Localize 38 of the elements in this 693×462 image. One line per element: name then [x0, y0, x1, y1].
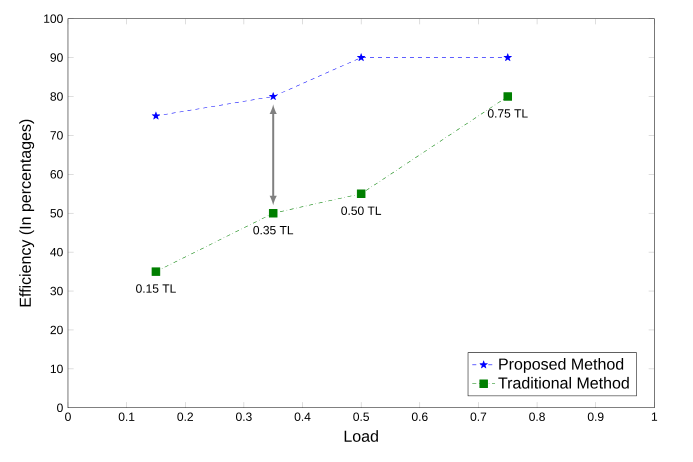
- x-axis-title: Load: [344, 430, 378, 442]
- point: [152, 267, 160, 276]
- y-tick-label: 20: [50, 326, 63, 334]
- y-tick-label: 70: [50, 130, 63, 140]
- annotation: 0.15 TL: [136, 284, 176, 293]
- y-tick-label: 40: [50, 248, 63, 256]
- x-tick-label: 0.2: [177, 412, 193, 421]
- y-tick-label: 100: [44, 14, 63, 23]
- point: [269, 92, 278, 100]
- x-tick-label: 0.6: [412, 412, 428, 421]
- annotation: 0.75 TL: [488, 108, 528, 118]
- y-tick-label: 30: [50, 286, 63, 296]
- x-tick-label: 0.1: [118, 412, 134, 421]
- y-tick-label: 60: [50, 170, 63, 178]
- x-tick-label: 0.4: [294, 412, 310, 421]
- point: [152, 111, 160, 120]
- annotation: 0.35 TL: [253, 226, 294, 234]
- y-axis-title: Efficiency (In percentages): [19, 120, 34, 306]
- point: [503, 92, 512, 101]
- point: [268, 208, 278, 218]
- y-tick-label: 10: [50, 364, 63, 373]
- point: [504, 53, 512, 61]
- x-tick-label: 0.8: [529, 412, 545, 421]
- legend-label: Proposed Method: [499, 358, 624, 373]
- y-tick-label: 0: [57, 403, 63, 412]
- y-tick-label: 90: [50, 53, 63, 62]
- x-tick-label: 0: [65, 412, 71, 421]
- point: [356, 189, 366, 198]
- legend-label: Traditional Method: [498, 376, 629, 388]
- x-tick-label: 0.7: [470, 412, 486, 421]
- x-tick-label: 0.9: [588, 412, 604, 421]
- annotation: 0.50 TL: [341, 206, 382, 215]
- x-tick-label: 0.5: [353, 412, 369, 421]
- point: [357, 53, 366, 61]
- x-tick-label: 1: [652, 412, 658, 421]
- y-tick-label: 80: [50, 92, 63, 101]
- x-tick-label: 0.3: [236, 412, 252, 421]
- y-tick-label: 50: [50, 208, 63, 218]
